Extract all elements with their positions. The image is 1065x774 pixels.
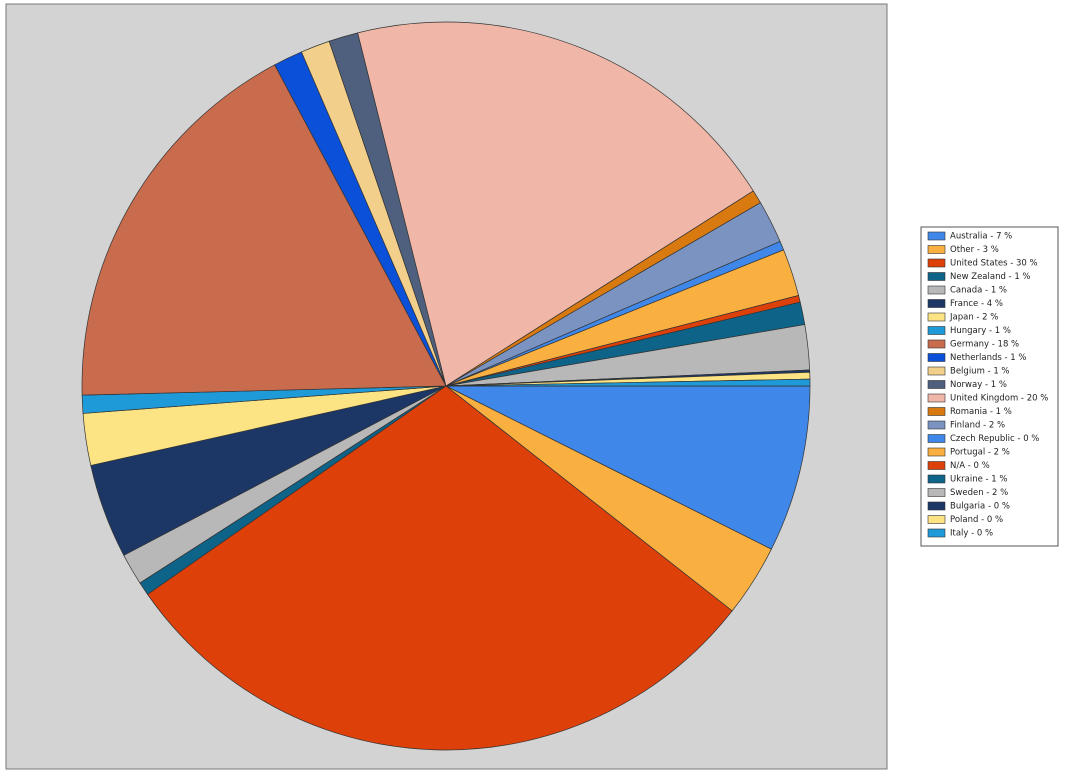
legend-label: Australia - 7 % [950, 232, 1012, 242]
legend-label: Portugal - 2 % [950, 448, 1010, 458]
legend-swatch [927, 231, 946, 241]
legend-swatch [927, 258, 946, 268]
legend: Australia - 7 % Other - 3 % United States … [920, 226, 1059, 547]
legend-swatch [927, 312, 946, 322]
legend-swatch [927, 420, 946, 430]
legend-label: Norway - 1 % [950, 380, 1007, 390]
legend-label: Poland - 0 % [950, 515, 1003, 525]
pie [81, 21, 811, 751]
legend-label: Germany - 18 % [950, 340, 1019, 350]
legend-swatch [927, 434, 946, 443]
pie-slice [357, 21, 754, 387]
legend-swatch [927, 407, 946, 416]
legend-label: Canada - 1 % [950, 286, 1007, 296]
legend-label: United Kingdom - 20 % [950, 394, 1048, 404]
legend-swatch [927, 245, 946, 254]
pie-slice [81, 64, 447, 396]
legend-swatch [927, 461, 946, 470]
legend-label: France - 4 % [950, 299, 1003, 309]
legend-swatch [927, 285, 946, 295]
legend-swatch [927, 326, 946, 335]
legend-label: Netherlands - 1 % [950, 353, 1026, 363]
legend-label: Japan - 2 % [949, 313, 998, 323]
legend-swatch [927, 353, 946, 362]
legend-swatch [927, 339, 946, 349]
legend-swatch [927, 501, 946, 511]
legend-swatch [927, 488, 946, 497]
legend-label: United States - 30 % [950, 259, 1038, 269]
legend-label: Belgium - 1 % [950, 367, 1010, 377]
legend-swatch [927, 474, 946, 484]
legend-label: Finland - 2 % [950, 421, 1005, 431]
legend-label: Other - 3 % [950, 245, 999, 255]
legend-label: Italy - 0 % [950, 529, 993, 539]
legend-label: N/A - 0 % [950, 461, 990, 471]
legend-swatch [927, 447, 946, 457]
legend-swatch [927, 515, 946, 524]
legend-label: Sweden - 2 % [950, 488, 1008, 498]
legend-swatch [927, 393, 946, 403]
pie-slice [147, 385, 733, 751]
pie-slice [445, 378, 811, 387]
legend-swatch [927, 366, 946, 376]
legend-label: Hungary - 1 % [950, 326, 1011, 336]
legend-label: Czech Republic - 0 % [950, 434, 1039, 444]
pie-slice [445, 385, 811, 550]
legend-label: Bulgaria - 0 % [950, 502, 1010, 512]
legend-label: Ukraine - 1 % [950, 475, 1007, 485]
legend-swatch [927, 528, 946, 538]
legend-label: Romania - 1 % [950, 407, 1012, 417]
legend-swatch [927, 272, 946, 281]
legend-swatch [927, 380, 946, 389]
legend-label: New Zealand - 1 % [950, 272, 1031, 282]
legend-swatch [927, 299, 946, 308]
